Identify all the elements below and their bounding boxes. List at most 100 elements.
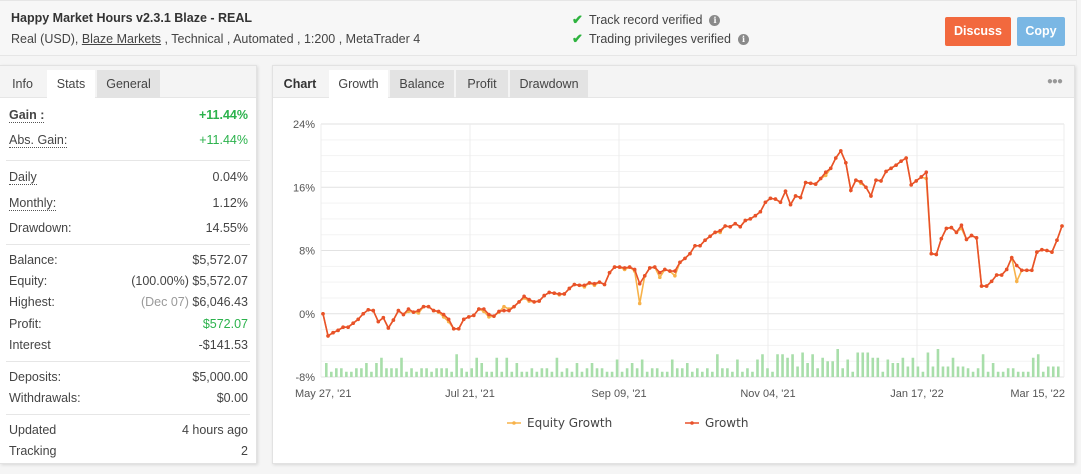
discuss-button[interactable]: Discuss	[945, 17, 1011, 46]
growth-point	[844, 160, 848, 165]
growth-point	[793, 194, 798, 198]
volume-bar	[1036, 354, 1040, 377]
legend-equity-growth-label[interactable]: Equity Growth	[527, 416, 612, 430]
growth-point	[652, 265, 657, 269]
stat-tracking: Tracking 2	[9, 444, 248, 458]
tab-stats[interactable]: Stats	[47, 70, 95, 99]
tab-profit[interactable]: Profit	[456, 70, 508, 98]
copy-button[interactable]: Copy	[1017, 17, 1065, 46]
stat-equity: Equity: (100.00%) $5,572.07	[9, 274, 248, 288]
growth-point	[758, 209, 763, 214]
stat-label: Equity:	[9, 274, 48, 288]
volume-bar	[630, 363, 634, 377]
divider	[6, 160, 250, 161]
growth-point	[753, 213, 758, 218]
volume-bar	[701, 371, 704, 377]
volume-bar	[696, 368, 699, 377]
stat-value: $5,572.07	[192, 253, 248, 267]
legend-growth-label[interactable]: Growth	[705, 416, 748, 430]
x-axis-label: Jan 17, '22	[890, 388, 943, 400]
broker-link[interactable]: Blaze Markets	[81, 32, 162, 46]
volume-bar	[881, 371, 885, 377]
stat-label[interactable]: Daily	[9, 170, 37, 185]
growth-point	[421, 304, 426, 309]
volume-bar	[685, 363, 689, 377]
stat-label[interactable]: Monthly:	[9, 196, 57, 211]
volume-bar	[876, 357, 880, 377]
stat-label[interactable]: Gain :	[9, 108, 45, 123]
growth-point	[562, 292, 567, 296]
growth-point	[577, 283, 582, 288]
equity-percent: (100.00%)	[131, 274, 189, 288]
tab-balance[interactable]: Balance	[390, 70, 454, 98]
growth-point	[1060, 224, 1064, 228]
growth-point	[869, 194, 873, 198]
growth-point	[547, 290, 552, 295]
stat-label[interactable]: Abs. Gain:	[9, 133, 68, 148]
volume-bar	[450, 371, 453, 377]
growth-chart[interactable]: 24% 16% 8% 0% -8% May 27, '21 Jul 21, '21 Sep 0…	[273, 66, 1076, 465]
volume-bar	[956, 366, 960, 377]
growth-point	[627, 265, 632, 269]
volume-bar	[796, 366, 799, 377]
tab-growth[interactable]: Growth	[329, 70, 388, 99]
growth-point	[431, 308, 436, 313]
growth-point	[668, 269, 672, 273]
x-axis-label: Nov 04, '21	[740, 388, 795, 400]
volume-bar	[550, 371, 554, 377]
volume-bar	[846, 359, 850, 377]
growth-point	[944, 226, 949, 231]
growth-point	[622, 266, 627, 270]
tab-chart[interactable]: Chart	[283, 77, 317, 91]
stats-panel: Info Stats General Gain : +11.44% Abs. G…	[0, 65, 257, 464]
divider	[6, 244, 250, 245]
growth-point	[381, 315, 386, 320]
growth-point	[683, 256, 687, 261]
volume-bar	[325, 363, 328, 377]
volume-bar	[951, 357, 955, 377]
volume-bar	[721, 368, 724, 377]
volume-bar	[390, 368, 393, 377]
volume-bar	[971, 371, 975, 377]
volume-bar	[801, 352, 804, 377]
volume-bar	[716, 354, 719, 377]
volume-bar	[981, 354, 985, 377]
volume-bar	[1021, 371, 1025, 377]
growth-point	[1004, 267, 1009, 272]
tab-info[interactable]: Info	[12, 77, 33, 91]
equity-growth-line	[322, 149, 1063, 338]
volume-bar	[510, 371, 514, 377]
info-icon[interactable]: i	[709, 14, 721, 26]
stat-value: 2	[241, 444, 248, 458]
volume-bar	[340, 368, 343, 377]
growth-point	[879, 179, 883, 183]
verification-label: Track record verified	[589, 13, 703, 27]
growth-point	[361, 311, 366, 316]
volume-bar	[1026, 371, 1030, 377]
volume-bar	[460, 368, 463, 377]
volume-bar	[916, 366, 920, 377]
volume-bar	[465, 371, 468, 377]
growth-point	[356, 317, 360, 322]
volume-bar	[906, 366, 910, 377]
growth-point	[959, 223, 964, 227]
growth-point	[678, 260, 682, 265]
volume-bar	[816, 368, 819, 377]
stat-label: Deposits:	[9, 370, 62, 384]
volume-bar	[585, 368, 589, 377]
growth-point	[859, 179, 863, 184]
tab-drawdown[interactable]: Drawdown	[510, 70, 588, 98]
volume-bar	[911, 357, 915, 377]
growth-point	[673, 269, 677, 273]
growth-point	[939, 236, 944, 241]
volume-bar	[861, 352, 865, 377]
more-dots-icon[interactable]: ●●●	[1046, 76, 1063, 87]
info-icon[interactable]: i	[737, 33, 749, 45]
tab-general[interactable]: General	[97, 70, 160, 98]
growth-point	[1035, 250, 1039, 254]
growth-point	[1019, 268, 1024, 273]
growth-point	[999, 273, 1004, 277]
x-axis-label: Jul 21, '21	[445, 388, 495, 400]
equity-growth-point	[637, 301, 642, 306]
growth-point	[743, 218, 748, 223]
